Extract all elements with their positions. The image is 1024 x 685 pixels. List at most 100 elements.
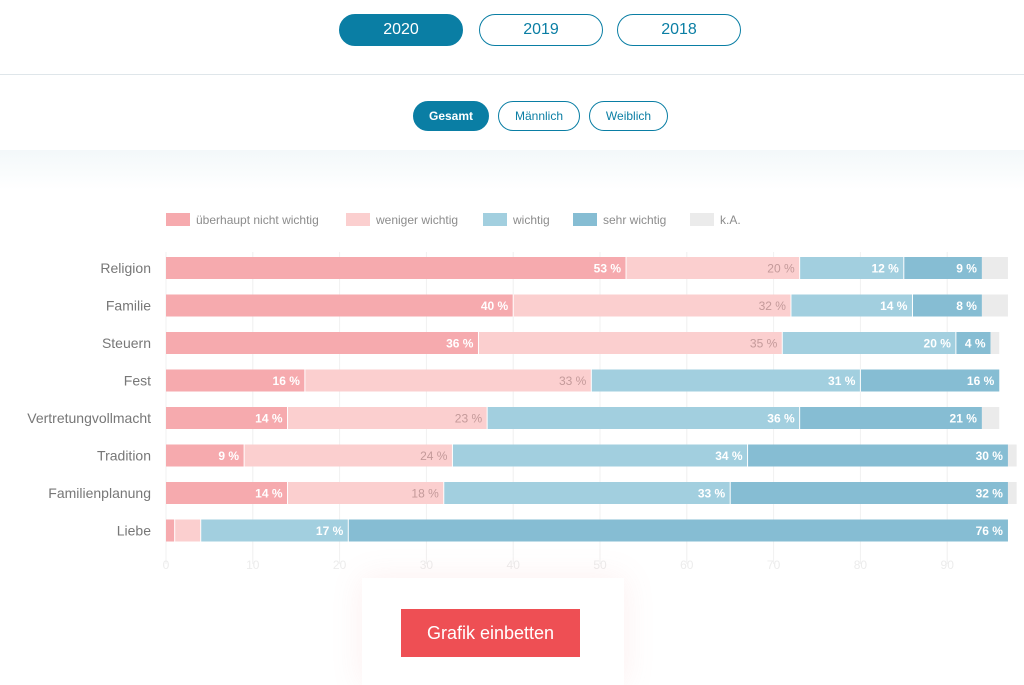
data-label: 23 % <box>455 412 483 426</box>
data-label: 30 % <box>976 449 1004 463</box>
data-label: 12 % <box>871 262 899 276</box>
x-tick-label: 80 <box>854 558 868 572</box>
x-tick-label: 90 <box>941 558 955 572</box>
category-label: Religion <box>100 260 151 276</box>
bar-segment <box>782 332 956 354</box>
data-label: 36 % <box>446 337 474 351</box>
data-label: 20 % <box>924 337 952 351</box>
bar-segment <box>166 294 514 317</box>
category-label: Steuern <box>102 335 151 351</box>
category-label: Tradition <box>97 448 151 464</box>
bar-segment <box>166 519 175 542</box>
data-label: 9 % <box>956 262 977 276</box>
bar-segment <box>166 444 245 467</box>
section-divider <box>0 150 1024 190</box>
x-tick-label: 20 <box>333 558 347 572</box>
filter-gesamt-button[interactable]: Gesamt <box>413 101 489 131</box>
bar-segment <box>860 369 1000 392</box>
bar-segment <box>287 407 488 429</box>
category-label: Liebe <box>117 523 151 539</box>
year-button-2018[interactable]: 2018 <box>617 14 741 46</box>
data-label: 40 % <box>481 299 509 313</box>
bar-segment <box>626 257 800 279</box>
bar-segment <box>244 444 453 467</box>
bar-segment <box>981 257 1008 279</box>
bar-segment <box>513 294 791 317</box>
data-label: 24 % <box>420 449 448 463</box>
x-tick-label: 40 <box>507 558 521 572</box>
bar-segment <box>287 482 444 504</box>
legend-swatch <box>690 213 714 226</box>
legend-label: k.A. <box>720 213 741 227</box>
legend-swatch <box>166 213 190 226</box>
data-label: 76 % <box>976 524 1004 538</box>
bar-segment <box>1007 482 1017 504</box>
legend-swatch <box>483 213 507 226</box>
x-tick-label: 0 <box>163 558 170 572</box>
bar-segment <box>799 257 904 279</box>
legend-label: wichtig <box>512 213 550 227</box>
bar-segment <box>348 519 1008 542</box>
x-tick-label: 60 <box>680 558 694 572</box>
legend-label: weniger wichtig <box>375 213 458 227</box>
embed-chart-button[interactable]: Grafik einbetten <box>401 609 580 657</box>
stacked-bar-chart: überhaupt nicht wichtig weniger wichtig wi… <box>27 213 1017 572</box>
legend-swatch <box>573 213 597 226</box>
bar-segment <box>981 294 1008 317</box>
bar-segment <box>166 369 305 392</box>
data-label: 4 % <box>965 337 986 351</box>
data-label: 8 % <box>956 299 977 313</box>
data-label: 16 % <box>273 374 301 388</box>
x-tick-label: 70 <box>767 558 781 572</box>
data-label: 34 % <box>715 449 743 463</box>
data-label: 14 % <box>880 299 908 313</box>
data-label: 35 % <box>750 337 778 351</box>
data-label: 18 % <box>411 487 439 501</box>
data-label: 33 % <box>698 487 726 501</box>
bar-segment <box>981 407 1000 429</box>
data-label: 31 % <box>828 374 856 388</box>
data-label: 36 % <box>767 412 795 426</box>
data-label: 32 % <box>976 487 1004 501</box>
legend-swatch <box>346 213 370 226</box>
data-label: 16 % <box>967 374 995 388</box>
bar-segment <box>730 482 1008 504</box>
x-tick-label: 50 <box>593 558 607 572</box>
bar-segment <box>166 332 479 354</box>
bar-segment <box>452 444 748 467</box>
bar-segment <box>174 519 201 542</box>
data-label: 17 % <box>316 524 344 538</box>
data-label: 14 % <box>255 412 283 426</box>
category-label: Familie <box>106 298 151 314</box>
bar-segment <box>1007 444 1017 467</box>
data-label: 33 % <box>559 374 587 388</box>
bar-segment <box>799 407 982 429</box>
x-tick-label: 30 <box>420 558 434 572</box>
bar-segment <box>955 332 991 354</box>
year-button-2019[interactable]: 2019 <box>479 14 603 46</box>
filter-maennlich-button[interactable]: Männlich <box>498 101 580 131</box>
x-tick-label: 10 <box>246 558 260 572</box>
category-label: Familienplanung <box>48 485 151 501</box>
bar-segment <box>912 294 982 317</box>
bar-segment <box>790 294 913 317</box>
data-label: 32 % <box>759 299 787 313</box>
category-label: Vertretungvollmacht <box>27 410 151 426</box>
bar-segment <box>487 407 800 429</box>
bar-segment <box>166 482 288 504</box>
bar-segment <box>200 519 349 542</box>
filter-weiblich-button[interactable]: Weiblich <box>589 101 668 131</box>
bar-segment <box>903 257 982 279</box>
data-label: 14 % <box>255 487 283 501</box>
category-label: Fest <box>124 373 151 389</box>
bar-segment <box>990 332 1000 354</box>
bar-segment <box>166 257 627 279</box>
bar-segment <box>478 332 783 354</box>
data-label: 21 % <box>950 412 978 426</box>
year-button-2020[interactable]: 2020 <box>339 14 463 46</box>
legend-label: überhaupt nicht wichtig <box>196 213 319 227</box>
bar-segment <box>443 482 731 504</box>
data-label: 53 % <box>594 262 622 276</box>
year-selector: 2020 2019 2018 <box>0 0 1024 75</box>
bar-segment <box>591 369 861 392</box>
